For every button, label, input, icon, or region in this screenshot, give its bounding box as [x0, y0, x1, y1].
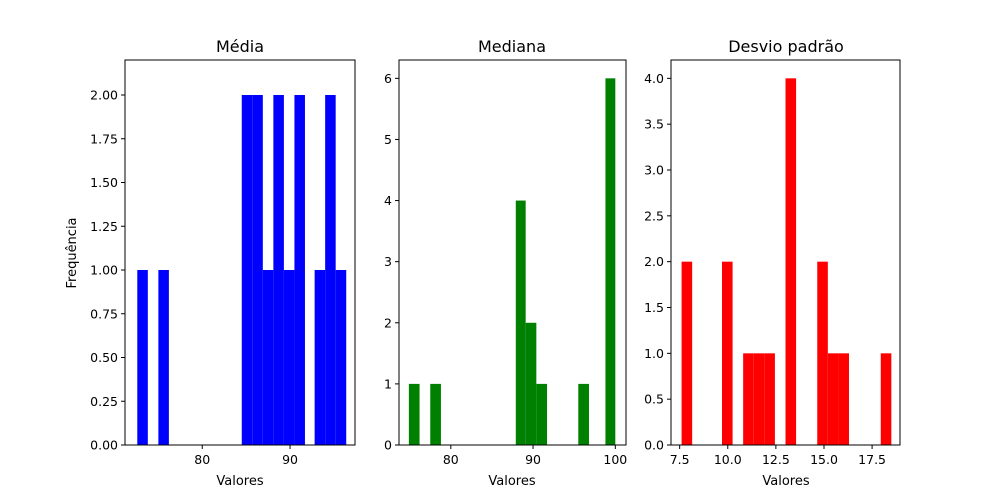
histogram-bar [158, 270, 169, 445]
x-tick-label: 7.5 [670, 452, 690, 467]
subplot-title: Média [216, 37, 264, 56]
y-tick-label: 6 [384, 71, 392, 86]
y-tick-label: 1.5 [644, 300, 664, 315]
histogram-bar [722, 261, 733, 445]
histogram-bar [827, 353, 839, 445]
histogram-bar [838, 353, 849, 445]
y-tick-label: 0.50 [90, 350, 118, 365]
y-tick-label: 2 [384, 315, 392, 330]
x-tick-label: 10.0 [714, 452, 742, 467]
y-tick-label: 4.0 [644, 71, 664, 86]
y-tick-label: 4 [384, 193, 392, 208]
x-axis-label: Valores [216, 474, 263, 489]
y-ticks: 0.0 0.5 1.0 1.5 2.0 2.5 3.0 3.5 4.0 [644, 71, 671, 453]
y-tick-label: 1.75 [90, 131, 118, 146]
subplot-mediana: Mediana 80 90 100 0 1 2 3 4 5 6 Valores [384, 37, 627, 489]
histogram-bar [325, 95, 336, 445]
histogram-bar [605, 78, 616, 445]
y-tick-label: 0.0 [644, 438, 664, 453]
x-tick-label: 17.5 [858, 452, 886, 467]
histogram-bar [753, 353, 765, 445]
histogram-bar [408, 383, 420, 445]
histogram-bar [817, 261, 828, 445]
histogram-bar [515, 200, 526, 445]
histogram-bar [252, 95, 263, 445]
x-tick-label: 15.0 [810, 452, 838, 467]
histogram-bar [294, 95, 305, 445]
histogram-bar [880, 353, 892, 445]
x-tick-label: 90 [525, 452, 541, 467]
x-ticks: 7.5 10.0 12.5 15.0 17.5 [670, 445, 886, 467]
y-ticks: 0.00 0.25 0.50 0.75 1.00 1.25 1.50 1.75 2.00 [90, 88, 125, 453]
y-ticks: 0 1 2 3 4 5 6 [384, 71, 399, 453]
y-tick-label: 0.25 [90, 394, 118, 409]
histogram-bar [335, 270, 347, 445]
axes-frame [124, 59, 356, 446]
x-tick-label: 90 [282, 452, 298, 467]
y-tick-label: 3 [384, 254, 392, 269]
y-tick-label: 1 [384, 376, 392, 391]
y-tick-label: 2.0 [644, 254, 664, 269]
subplot-media: Média 80 90 0.00 0.25 0.50 0.75 1.00 1.25 1.50 1… [65, 37, 356, 489]
subplot-title: Mediana [478, 37, 546, 56]
x-tick-label: 80 [443, 452, 459, 467]
bars-group [408, 78, 616, 445]
axes-frame [670, 59, 901, 446]
y-tick-label: 0.75 [90, 306, 118, 321]
histogram-bar [273, 95, 284, 445]
histogram-bar [283, 270, 295, 445]
y-tick-label: 3.5 [644, 117, 664, 132]
y-tick-label: 1.0 [644, 346, 664, 361]
histogram-bar [743, 353, 754, 445]
y-tick-label: 1.25 [90, 219, 118, 234]
x-ticks: 80 90 [194, 445, 298, 467]
histogram-bar [314, 270, 326, 445]
x-tick-label: 12.5 [762, 452, 790, 467]
y-tick-label: 2.5 [644, 208, 664, 223]
x-tick-label: 80 [194, 452, 210, 467]
x-ticks: 80 90 100 [443, 445, 627, 467]
histogram-bar [137, 270, 148, 445]
y-tick-label: 0.5 [644, 392, 664, 407]
histogram-bar [764, 353, 775, 445]
histogram-bar [536, 383, 548, 445]
axes-frame [398, 59, 627, 446]
subplot-title: Desvio padrão [728, 37, 844, 56]
y-tick-label: 1.00 [90, 263, 118, 278]
x-tick-label: 100 [603, 452, 627, 467]
y-tick-label: 0.00 [90, 438, 118, 453]
x-axis-label: Valores [488, 474, 535, 489]
histogram-bar [241, 95, 253, 445]
histogram-bar [262, 270, 274, 445]
histogram-bar [785, 78, 797, 445]
histogram-bar [430, 383, 441, 445]
y-tick-label: 1.50 [90, 175, 118, 190]
y-tick-label: 5 [384, 132, 392, 147]
histogram-bar [578, 383, 589, 445]
histogram-bar [525, 322, 537, 445]
x-axis-label: Valores [762, 474, 809, 489]
bars-group [681, 78, 892, 445]
y-tick-label: 0 [384, 438, 392, 453]
histogram-bar [681, 261, 693, 445]
y-axis-label: Frequência [65, 217, 80, 288]
bars-group [137, 95, 347, 445]
y-tick-label: 3.0 [644, 163, 664, 178]
subplot-desvio-padrao: Desvio padrão 7.5 10.0 12.5 15.0 17.5 0.0 0.5… [644, 37, 901, 489]
y-tick-label: 2.00 [90, 88, 118, 103]
